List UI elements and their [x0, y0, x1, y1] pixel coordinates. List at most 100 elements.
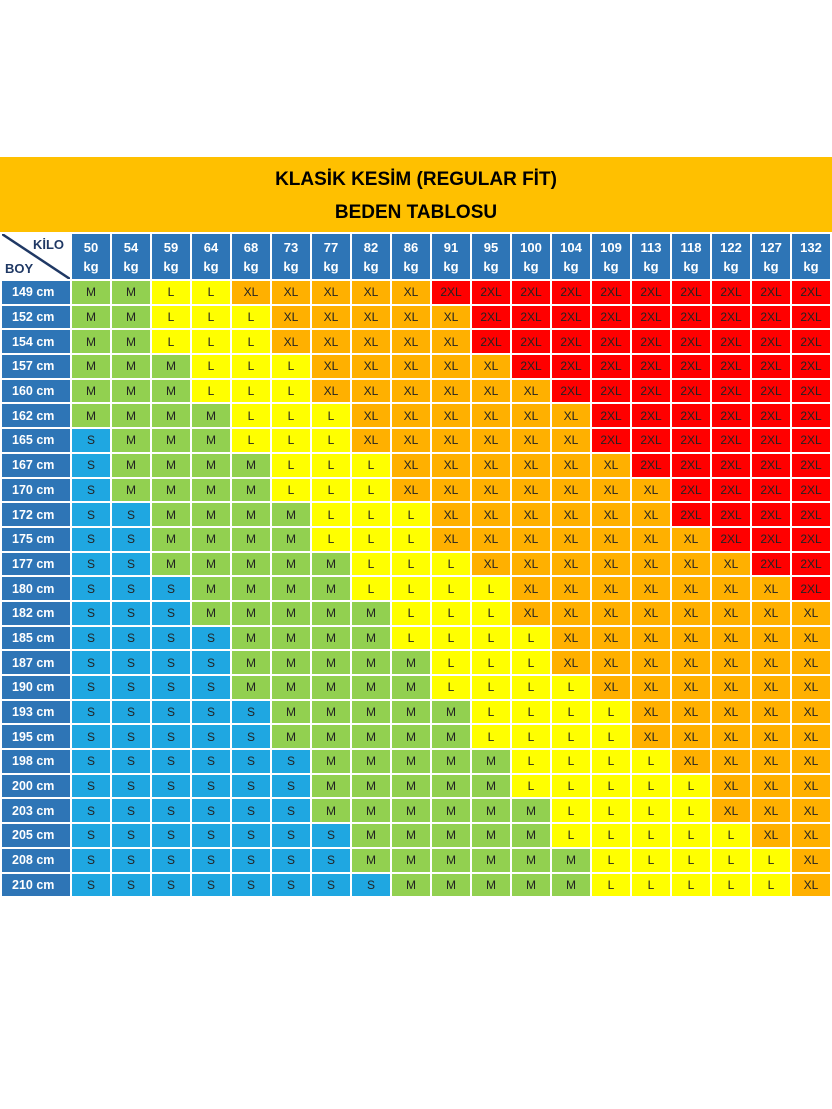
size-cell: M — [150, 476, 192, 504]
weight-value: 50 — [83, 239, 99, 255]
table-row: 193 cm S S S S S M M M M M L L L L XL XL XL XL XL — [0, 698, 832, 726]
size-cell: M — [350, 599, 392, 627]
size-cell: XL — [590, 451, 632, 479]
height-label: 162 cm — [0, 402, 72, 430]
size-cell: M — [510, 822, 552, 849]
size-cell: XL — [790, 723, 832, 751]
size-cell: M — [110, 328, 152, 356]
weight-unit: kg — [243, 258, 259, 274]
size-cell: S — [70, 698, 112, 726]
size-cell: L — [310, 451, 352, 479]
size-cell: L — [510, 698, 552, 726]
size-cell: XL — [510, 599, 552, 627]
size-cell: S — [150, 599, 192, 627]
size-cell: L — [670, 871, 712, 899]
size-cell: L — [270, 377, 312, 405]
table-row: 157 cm M M M L L L XL XL XL XL XL 2XL 2XL 2XL 2XL 2XL 2XL… — [0, 353, 832, 380]
size-cell: XL — [630, 723, 672, 751]
size-cell: XL — [670, 525, 712, 553]
size-cell: S — [190, 797, 232, 825]
size-cell: L — [750, 871, 792, 899]
size-cell: L — [470, 599, 512, 627]
size-cell: L — [470, 674, 512, 701]
size-cell: M — [110, 353, 152, 380]
size-cell: S — [230, 723, 272, 751]
size-cell: S — [150, 575, 192, 602]
size-cell: XL — [710, 698, 752, 726]
size-cell: S — [70, 871, 112, 899]
size-cell: 2XL — [790, 377, 832, 405]
size-cell: 2XL — [670, 501, 712, 528]
weight-axis-label: KİLO — [32, 237, 64, 252]
size-cell: S — [110, 822, 152, 849]
size-cell: M — [390, 723, 432, 751]
size-cell: S — [190, 846, 232, 874]
size-cell: S — [150, 846, 192, 874]
size-cell: L — [590, 698, 632, 726]
size-cell: XL — [590, 599, 632, 627]
size-cell: M — [70, 402, 112, 430]
size-cell: 2XL — [790, 550, 832, 578]
size-cell: XL — [550, 476, 592, 504]
size-cell: S — [70, 772, 112, 800]
size-cell: XL — [550, 599, 592, 627]
size-cell: 2XL — [670, 303, 712, 331]
size-cell: M — [270, 723, 312, 751]
size-cell: L — [350, 476, 392, 504]
size-cell: XL — [230, 279, 272, 306]
height-axis-label: BOY — [5, 261, 34, 276]
size-cell: S — [110, 599, 152, 627]
size-cell: S — [230, 797, 272, 825]
size-cell: L — [270, 451, 312, 479]
size-cell: S — [150, 723, 192, 751]
size-cell: XL — [350, 427, 392, 454]
size-cell: M — [390, 822, 432, 849]
size-cell: L — [550, 698, 592, 726]
size-cell: XL — [750, 575, 792, 602]
weight-value: 54 — [123, 239, 139, 255]
size-cell: L — [430, 550, 472, 578]
table-row: 190 cm S S S S M M M M M L L L L XL XL XL XL XL XL — [0, 674, 832, 701]
size-cell: XL — [470, 501, 512, 528]
size-cell: L — [630, 846, 672, 874]
weight-unit: kg — [123, 258, 139, 274]
weight-header: 91 kg — [430, 232, 472, 281]
size-cell: 2XL — [750, 501, 792, 528]
size-cell: L — [750, 846, 792, 874]
size-cell: L — [630, 748, 672, 775]
size-cell: L — [150, 279, 192, 306]
size-cell: XL — [350, 402, 392, 430]
table-row: 165 cm S M M M L L L XL XL XL XL XL XL 2XL 2XL 2XL 2XL 2XL… — [0, 427, 832, 454]
size-cell: XL — [630, 575, 672, 602]
weight-unit: kg — [443, 258, 459, 274]
size-cell: L — [430, 674, 472, 701]
size-cell: M — [470, 822, 512, 849]
size-cell: M — [230, 451, 272, 479]
size-cell: XL — [750, 772, 792, 800]
size-cell: M — [70, 279, 112, 306]
size-cell: M — [510, 846, 552, 874]
size-cell: M — [350, 624, 392, 652]
weight-header: 127 kg — [750, 232, 792, 281]
table-row: 182 cm S S S M M M M M L L L XL XL XL XL XL XL XL XL — [0, 599, 832, 627]
size-cell: M — [390, 698, 432, 726]
size-cell: S — [310, 871, 352, 899]
weight-header: 68 kg — [230, 232, 272, 281]
size-cell: S — [350, 871, 392, 899]
height-label: 165 cm — [0, 427, 72, 454]
height-label: 182 cm — [0, 599, 72, 627]
size-cell: XL — [750, 674, 792, 701]
weight-value: 59 — [163, 239, 179, 255]
size-cell: M — [270, 575, 312, 602]
size-cell: XL — [430, 476, 472, 504]
size-cell: M — [310, 698, 352, 726]
size-cell: L — [470, 723, 512, 751]
size-cell: M — [110, 279, 152, 306]
size-cell: M — [150, 501, 192, 528]
size-cell: XL — [270, 279, 312, 306]
size-cell: M — [430, 797, 472, 825]
size-cell: XL — [790, 846, 832, 874]
size-cell: 2XL — [750, 279, 792, 306]
size-cell: L — [270, 427, 312, 454]
size-cell: XL — [510, 427, 552, 454]
